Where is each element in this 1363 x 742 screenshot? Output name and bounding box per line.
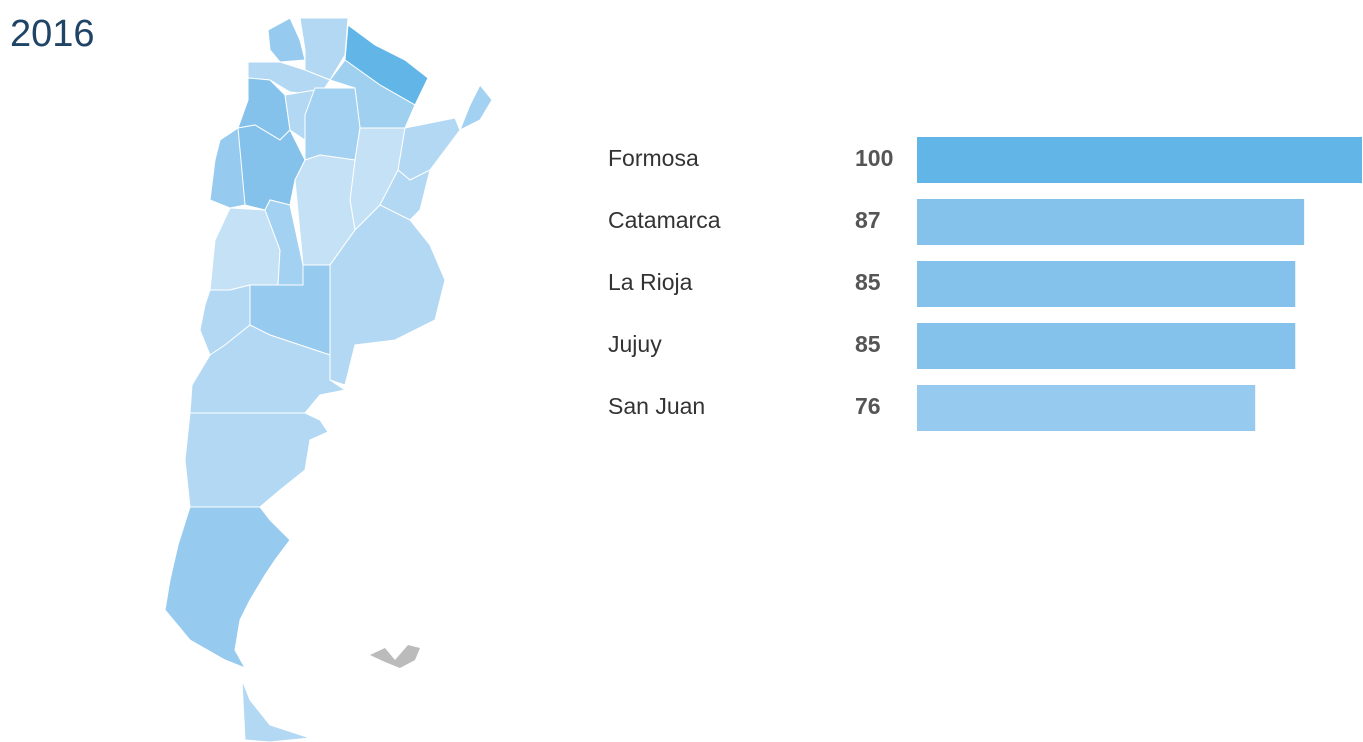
bar xyxy=(917,199,1305,245)
province xyxy=(459,84,493,132)
islands xyxy=(370,645,420,668)
category-label: Formosa xyxy=(608,145,699,171)
province xyxy=(329,204,446,386)
value-label: 85 xyxy=(855,269,881,295)
province xyxy=(184,412,329,508)
category-label: La Rioja xyxy=(608,269,693,295)
province xyxy=(241,679,311,742)
chart-title: 2016 xyxy=(10,13,95,55)
province xyxy=(164,506,291,669)
province xyxy=(304,87,361,161)
bar xyxy=(917,385,1256,431)
category-label: Catamarca xyxy=(608,207,721,233)
bar xyxy=(917,137,1362,183)
bar xyxy=(917,261,1296,307)
bar xyxy=(917,323,1296,369)
province xyxy=(267,17,306,63)
province xyxy=(234,124,306,211)
value-label: 100 xyxy=(855,145,893,171)
category-label: San Juan xyxy=(608,393,705,419)
value-label: 76 xyxy=(855,393,881,419)
value-label: 87 xyxy=(855,207,881,233)
value-label: 85 xyxy=(855,331,881,357)
category-label: Jujuy xyxy=(608,331,662,357)
map xyxy=(164,17,493,742)
